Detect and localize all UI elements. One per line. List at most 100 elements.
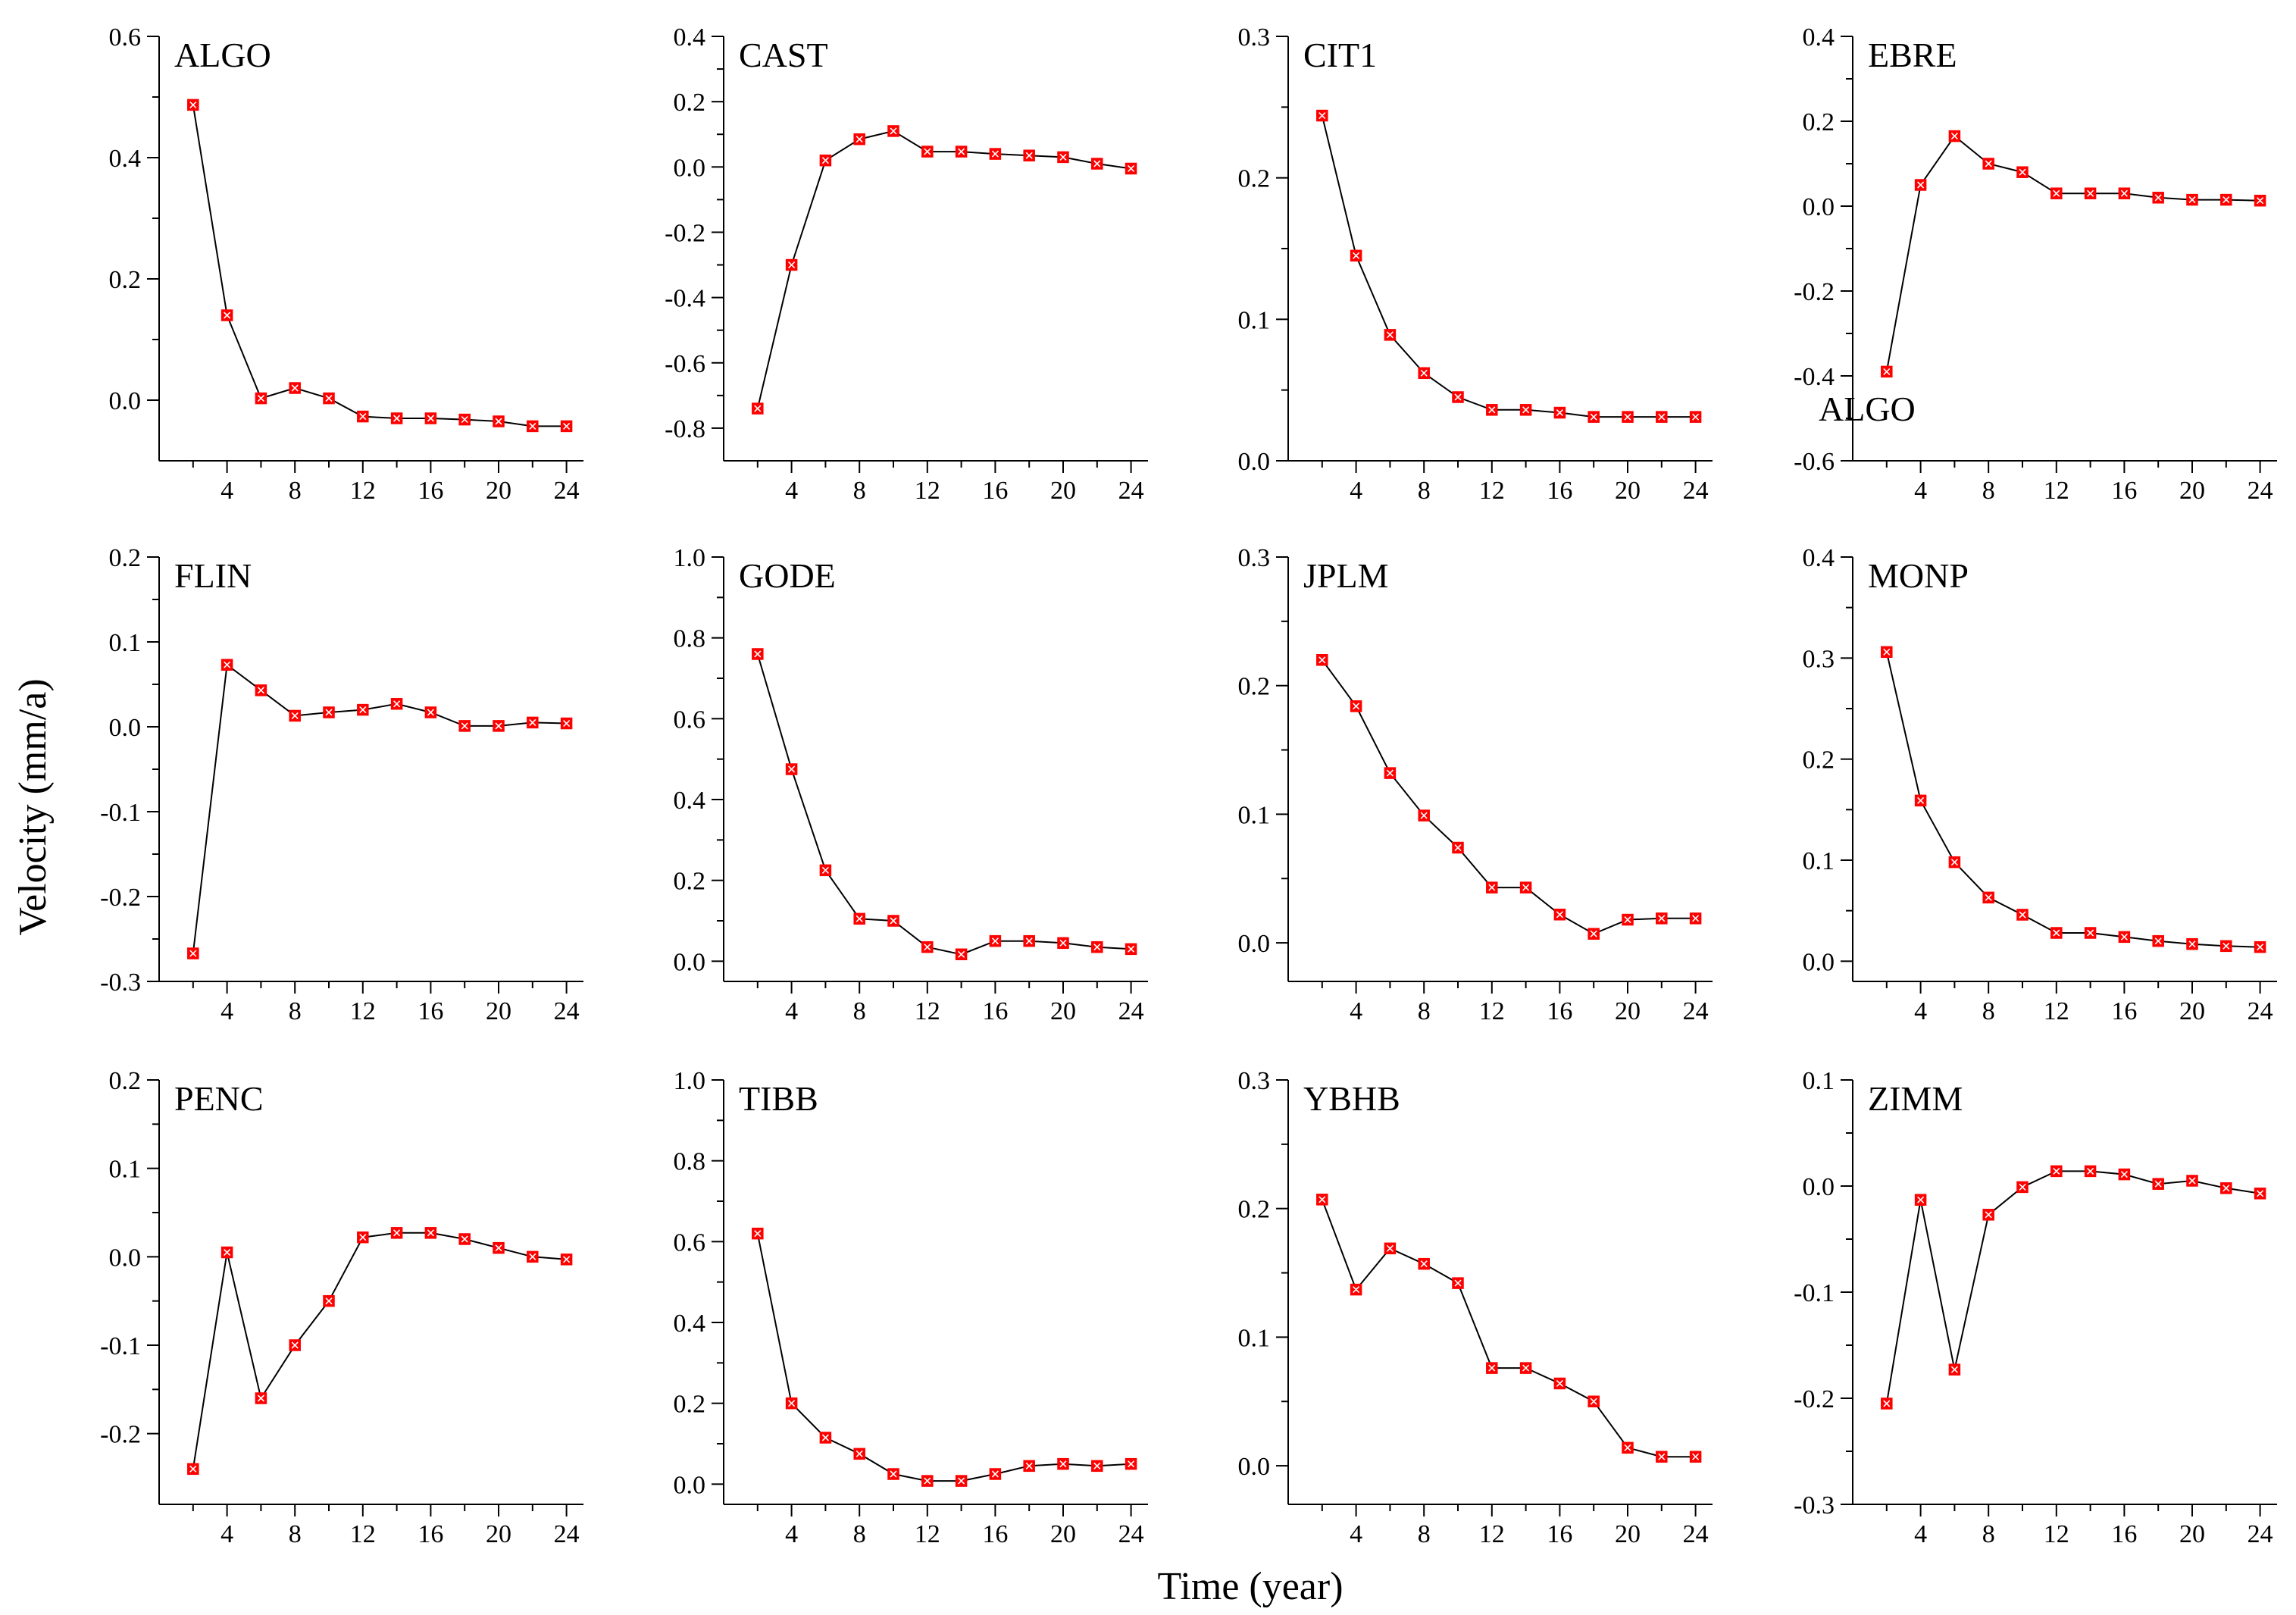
x-tick-label: 16 (1547, 1520, 1572, 1548)
series-line (756, 130, 1131, 409)
data-point (323, 706, 335, 718)
y-tick-label: 0.3 (1238, 544, 1271, 572)
y-tick-label: -0.1 (100, 1332, 141, 1360)
x-tick-label: 16 (982, 1520, 1008, 1548)
data-point (853, 912, 865, 925)
x-tick-label: 4 (785, 477, 798, 505)
data-point (2016, 166, 2029, 178)
data-point (2152, 192, 2164, 204)
x-tick-label: 4 (1350, 997, 1362, 1025)
y-tick-label: 0.1 (1803, 1067, 1835, 1095)
data-point (1982, 891, 1994, 904)
data-point (2050, 1165, 2063, 1178)
data-point (187, 947, 199, 959)
x-tick-label: 8 (289, 997, 302, 1025)
y-tick-label: -0.2 (100, 884, 141, 912)
x-tick-label: 24 (1683, 477, 1709, 505)
y-tick-label: 0.4 (674, 787, 706, 815)
data-point (785, 258, 798, 271)
series-line (1321, 659, 1696, 935)
y-tick-label: -0.6 (1794, 448, 1835, 476)
y-tick-label: 0.2 (109, 266, 142, 294)
data-point (1689, 411, 1702, 423)
data-point (424, 1227, 437, 1239)
data-point (323, 392, 335, 405)
data-point (527, 1250, 539, 1263)
data-point (2050, 187, 2063, 199)
y-tick-label: -0.3 (1794, 1491, 1835, 1520)
x-tick-label: 8 (289, 1520, 302, 1548)
x-tick-label: 12 (350, 997, 376, 1025)
data-point (560, 717, 573, 730)
y-tick-label: 1.0 (674, 1067, 706, 1095)
y-tick-label: -0.4 (1794, 363, 1835, 391)
y-tick-label: 0.0 (1803, 1173, 1835, 1201)
y-tick-label: 0.0 (674, 154, 706, 182)
y-tick-label: 0.0 (1803, 948, 1835, 976)
x-tick-label: 16 (1547, 477, 1572, 505)
y-tick-label: -0.8 (665, 415, 705, 443)
data-point (560, 1254, 573, 1266)
data-point (357, 703, 369, 716)
data-point (1316, 109, 1328, 122)
panel-title: JPLM (1303, 556, 1388, 595)
data-point (1316, 654, 1328, 666)
x-tick-label: 12 (915, 1520, 940, 1548)
panel-title: CIT1 (1303, 36, 1377, 74)
y-tick-label: 0.0 (1803, 193, 1835, 221)
data-point (1452, 841, 1464, 854)
data-point (424, 412, 437, 424)
x-tick-label: 24 (1118, 997, 1144, 1025)
data-point (1418, 1257, 1430, 1270)
data-point (1125, 943, 1137, 956)
y-tick-label: 1.0 (674, 544, 706, 572)
x-tick-label: 12 (1479, 1520, 1505, 1548)
data-point (1587, 928, 1600, 940)
panel-title: MONP (1868, 556, 1969, 595)
y-axis-title: Velocity (mm/a) (11, 678, 55, 935)
data-point (1350, 1283, 1362, 1296)
data-point (357, 1231, 369, 1244)
data-point (752, 648, 764, 660)
y-tick-label: 0.0 (109, 387, 142, 415)
y-tick-label: 0.4 (1803, 544, 1835, 572)
x-tick-label: 20 (2179, 477, 2205, 505)
x-axis-title: Time (year) (1157, 1565, 1343, 1608)
x-tick-label: 16 (982, 997, 1008, 1025)
panel-flin: -0.3 -0.2 -0.1 0.0 0.1 0.2 4 8 12 16 20 24 FLIN (100, 544, 583, 1025)
y-tick-label: 0.2 (674, 868, 706, 896)
data-point (1057, 937, 1069, 950)
y-tick-label: 0.0 (109, 1244, 142, 1272)
panel-zimm: -0.3 -0.2 -0.1 0.0 0.1 4 8 12 16 20 24 ZIMM (1794, 1067, 2277, 1548)
data-point (493, 415, 505, 427)
x-tick-label: 16 (982, 477, 1008, 505)
y-tick-label: 0.1 (1238, 306, 1271, 334)
data-point (785, 1397, 798, 1410)
data-point (1418, 809, 1430, 822)
data-point (2220, 940, 2232, 953)
data-point (2050, 927, 2063, 939)
x-tick-label: 4 (1914, 997, 1927, 1025)
x-tick-label: 8 (1982, 1520, 1995, 1548)
data-point (1553, 909, 1566, 921)
y-tick-label: 0.2 (109, 1067, 142, 1095)
x-tick-label: 16 (2111, 1520, 2137, 1548)
data-point (955, 948, 968, 961)
x-tick-label: 24 (1683, 997, 1709, 1025)
x-tick-label: 4 (221, 997, 233, 1025)
data-point (493, 720, 505, 732)
x-tick-label: 16 (1547, 997, 1572, 1025)
y-tick-label: 0.0 (1238, 930, 1271, 958)
data-point (255, 392, 267, 405)
x-tick-label: 24 (2248, 1520, 2273, 1548)
data-point (1418, 367, 1430, 380)
x-tick-label: 12 (1479, 997, 1505, 1025)
data-point (1486, 1362, 1498, 1374)
y-tick-label: 0.0 (1238, 448, 1271, 476)
data-point (1519, 881, 1532, 894)
data-point (187, 1463, 199, 1476)
x-tick-label: 8 (853, 477, 866, 505)
x-tick-label: 20 (1050, 997, 1076, 1025)
data-point (1881, 365, 1893, 378)
data-point (2186, 937, 2198, 950)
